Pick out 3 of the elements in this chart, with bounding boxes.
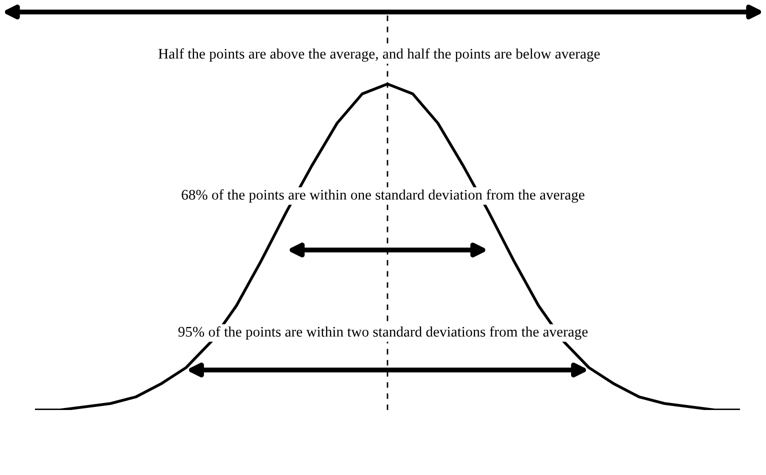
annotation: 95% of the points are within two standard deviations from the average	[178, 326, 588, 340]
annotation: 68% of the points are within one standard deviation from the average	[182, 189, 584, 203]
text: Half the points are above the average, and half the points are below average	[158, 48, 600, 62]
